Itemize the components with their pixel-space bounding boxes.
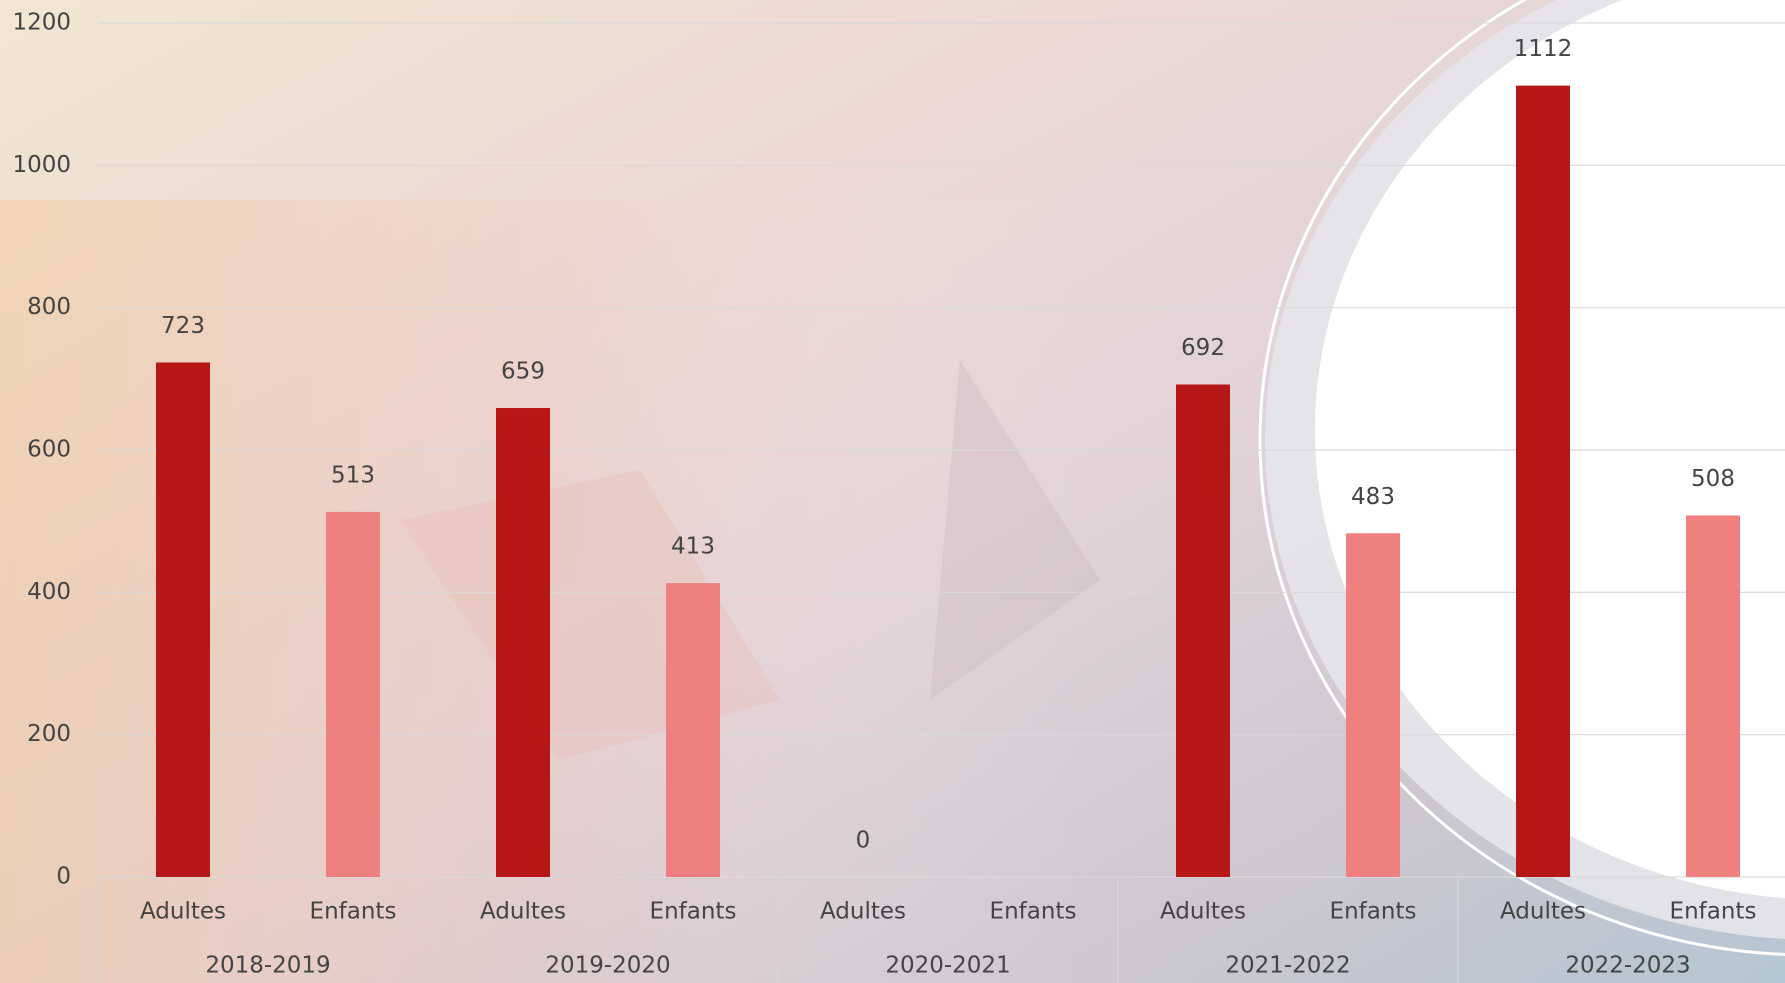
- x-tick-label: Enfants: [1330, 899, 1417, 925]
- bar: [156, 362, 210, 878]
- x-tick-label: Enfants: [990, 899, 1077, 925]
- group-label: 2022-2023: [1565, 953, 1690, 979]
- bar: [326, 511, 380, 877]
- value-label: 659: [501, 359, 545, 385]
- value-label: 413: [671, 534, 715, 560]
- x-tick-label: Adultes: [1160, 899, 1246, 925]
- bar: [1176, 384, 1230, 877]
- bar: [1516, 85, 1570, 878]
- group-label: 2021-2022: [1225, 953, 1350, 979]
- x-tick-label: Adultes: [140, 899, 226, 925]
- value-label: 513: [331, 462, 375, 488]
- value-label: 1112: [1514, 36, 1573, 62]
- y-tick-label: 200: [27, 721, 71, 747]
- bar: [496, 408, 550, 877]
- bar: [1686, 515, 1740, 877]
- y-tick-label: 1000: [12, 152, 71, 178]
- plot: 0 200 400 600 800 1000 1200 2018-2019 2019-2020 2…: [12, 10, 1785, 983]
- group-label: 2018-2019: [205, 953, 330, 979]
- decor-outline: [1258, 0, 1785, 956]
- y-tick-label: 1200: [12, 10, 71, 36]
- x-tick-label: Enfants: [310, 899, 397, 925]
- x-tick-label: Enfants: [650, 899, 737, 925]
- x-tick-label: Adultes: [480, 899, 566, 925]
- decor: [930, 360, 1100, 700]
- bar: [666, 583, 720, 877]
- group-label: 2019-2020: [545, 953, 670, 979]
- y-tick-label: 600: [27, 437, 71, 463]
- y-tick-label: 0: [56, 864, 71, 890]
- value-label: 723: [161, 313, 205, 339]
- group-label: 2020-2021: [885, 953, 1010, 979]
- value-label: 508: [1691, 466, 1735, 492]
- x-tick-label: Adultes: [820, 899, 906, 925]
- value-label: 692: [1181, 335, 1225, 361]
- x-tick-label: Adultes: [1500, 899, 1586, 925]
- value-label: 483: [1351, 484, 1395, 510]
- value-label: 0: [856, 828, 871, 854]
- y-tick-label: 800: [27, 294, 71, 320]
- x-tick-label: Enfants: [1670, 899, 1757, 925]
- y-tick-label: 400: [27, 579, 71, 605]
- bar: [1346, 533, 1400, 877]
